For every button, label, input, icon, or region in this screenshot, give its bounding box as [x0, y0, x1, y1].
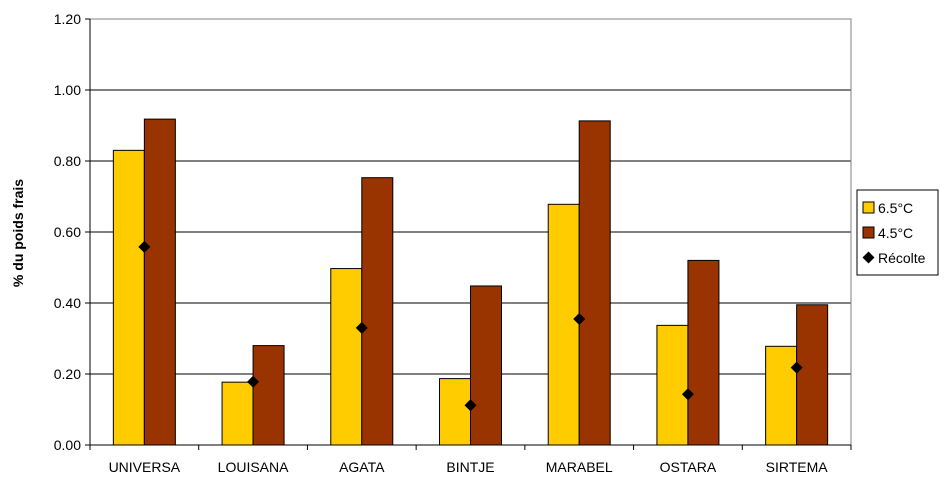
x-tick-label: OSTARA	[660, 459, 717, 475]
bar-45C-louisana	[252, 345, 285, 446]
bar-45C-agata	[361, 177, 394, 446]
legend-label: Récolte	[878, 250, 926, 266]
x-tick-label: AGATA	[339, 459, 385, 475]
y-tick-labels: 0.00 0.20 0.40 0.60 0.80 1.00 1.20	[54, 11, 81, 453]
x-tick-label: UNIVERSA	[109, 459, 181, 475]
bar-45C-sirtema	[796, 304, 829, 446]
recolte-marker-sirtema	[790, 361, 803, 374]
y-tick-label: 0.80	[54, 153, 81, 169]
bar-65C-louisana	[221, 381, 254, 446]
x-tick-label: LOUISANA	[218, 459, 289, 475]
bar-65C-bintje	[439, 378, 471, 446]
legend-marker	[862, 251, 875, 264]
recolte-markers	[138, 240, 803, 412]
y-axis-title: % du poids frais	[10, 179, 26, 287]
x-tick-label: BINTJE	[446, 459, 494, 475]
legend-swatch	[862, 201, 875, 214]
bar-65C-ostara	[656, 324, 689, 446]
y-tick-label: 0.60	[54, 224, 81, 240]
y-tick-label: 1.20	[54, 11, 81, 27]
recolte-marker-universa	[138, 240, 151, 253]
x-tick-labels: UNIVERSA LOUISANA AGATA BINTJE MARABEL OSTARA…	[109, 459, 829, 475]
bar-65C-sirtema	[765, 345, 798, 446]
x-tick-label: MARABEL	[546, 459, 613, 475]
recolte-marker-bintje	[464, 399, 477, 412]
bar-65C-marabel	[547, 203, 580, 446]
gridlines	[90, 89, 851, 375]
y-tick-label: 0.20	[54, 366, 81, 382]
bar-45C-universa	[143, 118, 176, 446]
bars	[112, 118, 829, 446]
recolte-marker-marabel	[573, 312, 586, 325]
y-tick-label: 0.00	[54, 437, 81, 453]
legend-label: 6.5°C	[878, 200, 913, 216]
y-tick-label: 1.00	[54, 82, 81, 98]
bar-45C-marabel	[578, 120, 611, 446]
legend-swatch	[862, 226, 875, 239]
recolte-marker-agata	[355, 321, 368, 334]
axes	[85, 18, 852, 450]
recolte-marker-louisana	[247, 375, 260, 388]
bar-45C-ostara	[687, 259, 720, 446]
legend-label: 4.5°C	[878, 225, 913, 241]
bar-45C-bintje	[470, 285, 502, 446]
x-tick-label: SIRTEMA	[766, 459, 829, 475]
y-tick-label: 0.40	[54, 295, 81, 311]
recolte-marker-ostara	[681, 388, 694, 401]
bar-65C-universa	[112, 149, 145, 446]
legend: 6.5°C 4.5°C Récolte	[856, 189, 939, 276]
bar-65C-agata	[330, 268, 363, 446]
